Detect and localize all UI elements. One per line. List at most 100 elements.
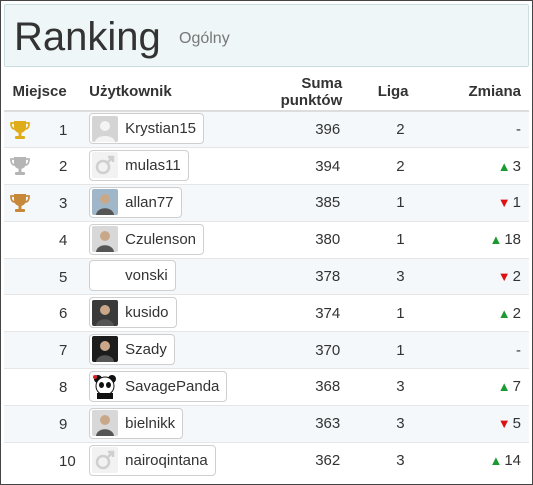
change-cell: ▲ 2 [424, 294, 529, 332]
user-cell: Szady [75, 331, 234, 369]
change-value: 18 [504, 231, 521, 249]
change-cell: ▼ 1 [424, 184, 529, 222]
blank-avatar [92, 263, 118, 289]
ranking-header: Ranking Ogólny [4, 4, 529, 67]
user-link[interactable]: kusido [89, 297, 177, 329]
change-cell: ▼ 2 [424, 257, 529, 295]
arrow-up-icon: ▲ [489, 232, 503, 248]
points-cell: 370 [233, 331, 351, 369]
points-cell: 374 [233, 294, 351, 332]
user-link[interactable]: Krystian15 [89, 113, 205, 145]
league-cell: 1 [350, 184, 425, 222]
user-cell: SavagePanda [75, 368, 234, 406]
username: bielnikk [125, 414, 176, 432]
table-row: 9 bielnikk 363 3 ▼ 5 [4, 404, 529, 443]
position-cell: 1 [4, 110, 76, 148]
position-number: 7 [59, 342, 68, 360]
change-value: 7 [512, 378, 521, 396]
change-value: 2 [512, 268, 521, 286]
user-link[interactable]: Szady [89, 333, 175, 365]
position-cell: 7 [4, 331, 76, 369]
change-cell: ▼ 5 [424, 404, 529, 443]
league-cell: 1 [350, 220, 425, 259]
table-row: 5 vonski 378 3 ▼ 2 [4, 257, 529, 295]
table-header-row: Miejsce Użytkownik Suma punktów Liga Zmi… [4, 73, 529, 112]
table-row: 8 SavagePanda 368 3 ▲ 7 [4, 368, 529, 406]
default-avatar-icon [92, 115, 119, 142]
page-subtitle: Ogólny [179, 30, 230, 47]
league-cell: 3 [350, 441, 425, 479]
position-number: 1 [59, 122, 68, 139]
table-row: 3 allan77 385 1 ▼ 1 [4, 184, 529, 222]
column-header-position[interactable]: Miejsce [4, 73, 76, 112]
user-cell: nairoqintana [75, 441, 234, 479]
league-cell: 3 [350, 368, 425, 406]
league-cell: 3 [350, 257, 425, 295]
position-number: 10 [59, 452, 76, 470]
column-header-change[interactable]: Zmiana [424, 73, 529, 112]
user-link[interactable]: bielnikk [89, 407, 184, 439]
points-cell: 362 [233, 441, 351, 479]
user-cell: bielnikk [75, 404, 234, 443]
bronze-trophy-icon [9, 193, 31, 213]
user-link[interactable]: nairoqintana [89, 444, 216, 476]
arrow-up-icon: ▲ [489, 453, 503, 469]
change-cell: ▲ 14 [424, 441, 529, 479]
change-cell: ▲ 3 [424, 147, 529, 185]
page-title: Ranking [14, 15, 161, 59]
change-value: 2 [512, 304, 521, 322]
points-cell: 385 [233, 184, 351, 222]
user-link[interactable]: mulas11 [89, 149, 189, 181]
points-cell: 378 [233, 257, 351, 295]
user-link[interactable]: Czulenson [89, 223, 205, 255]
column-header-points[interactable]: Suma punktów [233, 73, 351, 112]
position-cell: 4 [4, 220, 76, 259]
username: vonski [125, 267, 168, 285]
ranking-table-body: 1 Krystian15 396 2-2 mulas11 394 2 ▲ 3 3 allan77 38… [4, 110, 529, 479]
change-value: 5 [512, 415, 521, 433]
table-row: 10 nairoqintana 362 3 ▲ 14 [4, 441, 529, 479]
league-cell: 2 [350, 147, 425, 185]
change-value: 1 [512, 194, 521, 212]
column-header-user[interactable]: Użytkownik [75, 73, 234, 112]
user-link[interactable]: allan77 [89, 186, 182, 218]
username: Szady [125, 340, 167, 358]
points-cell: 394 [233, 147, 351, 185]
arrow-up-icon: ▲ [497, 305, 511, 321]
male-symbol-icon [92, 447, 119, 474]
user-link[interactable]: SavagePanda [89, 370, 228, 402]
photo-avatar-icon [92, 226, 119, 253]
table-row: 4 Czulenson 380 1 ▲ 18 [4, 220, 529, 259]
user-cell: mulas11 [75, 147, 234, 185]
username: kusido [125, 304, 169, 322]
position-cell: 8 [4, 368, 76, 406]
user-cell: kusido [75, 294, 234, 332]
photo-avatar-icon [92, 410, 119, 437]
user-link[interactable]: vonski [89, 260, 176, 292]
username: mulas11 [125, 156, 181, 174]
table-row: 1 Krystian15 396 2 - [4, 110, 529, 148]
username: allan77 [125, 193, 174, 211]
user-cell: Krystian15 [75, 110, 234, 148]
league-cell: 2 [350, 110, 425, 148]
points-cell: 368 [233, 368, 351, 406]
gold-trophy-icon [9, 120, 31, 140]
position-number: 3 [59, 195, 68, 213]
arrow-down-icon: ▼ [497, 416, 511, 432]
table-row: 7 Szady 370 1 - [4, 331, 529, 369]
username: Czulenson [125, 230, 197, 248]
column-header-league[interactable]: Liga [350, 73, 425, 112]
arrow-up-icon: ▲ [497, 379, 511, 395]
photo-avatar-icon [92, 336, 119, 363]
arrow-down-icon: ▼ [497, 195, 511, 211]
user-cell: vonski [75, 257, 234, 295]
change-value: 3 [512, 157, 521, 175]
username: Krystian15 [125, 120, 197, 138]
position-cell: 2 [4, 147, 76, 185]
change-value: 14 [504, 452, 521, 470]
photo-avatar-icon [92, 299, 119, 326]
position-cell: 6 [4, 294, 76, 332]
table-row: 6 kusido 374 1 ▲ 2 [4, 294, 529, 332]
league-cell: 3 [350, 404, 425, 443]
